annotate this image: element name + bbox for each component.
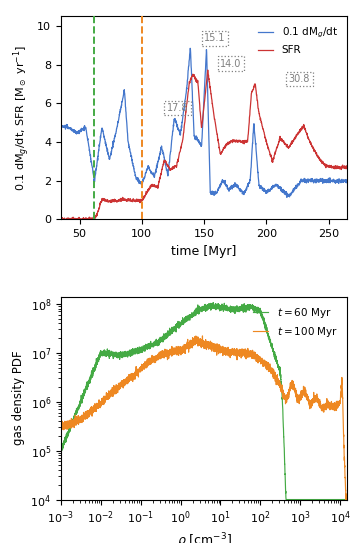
X-axis label: $\rho$ [cm$^{-3}$]: $\rho$ [cm$^{-3}$]: [176, 532, 232, 543]
SFR: [81, 216, 85, 222]
SFR: [60, 216, 64, 223]
0.1 dM$_g$/dt: [186, 67, 190, 73]
0.1 dM$_g$/dt: [81, 127, 85, 133]
0.1 dM$_g$/dt: [188, 45, 192, 52]
$t = 60$ Myr: [284, 496, 288, 503]
Y-axis label: gas density PDF: gas density PDF: [12, 351, 25, 445]
Text: 14.0: 14.0: [220, 59, 242, 68]
$t = 100$ Myr: [179, 344, 183, 351]
$t = 100$ Myr: [344, 499, 349, 506]
SFR: [205, 67, 210, 73]
Legend: 0.1 dM$_g$/dt, SFR: 0.1 dM$_g$/dt, SFR: [253, 22, 342, 59]
$t = 100$ Myr: [345, 497, 349, 504]
$t = 100$ Myr: [195, 339, 199, 345]
Text: 15.1: 15.1: [204, 33, 226, 43]
Line: 0.1 dM$_g$/dt: 0.1 dM$_g$/dt: [61, 48, 347, 197]
SFR: [345, 165, 349, 172]
X-axis label: time [Myr]: time [Myr]: [171, 245, 237, 257]
$t = 100$ Myr: [200, 333, 204, 339]
$t = 100$ Myr: [181, 347, 185, 353]
$t = 100$ Myr: [337, 401, 341, 407]
SFR: [222, 145, 226, 151]
0.1 dM$_g$/dt: [180, 117, 184, 124]
$t = 60$ Myr: [322, 496, 326, 503]
0.1 dM$_g$/dt: [92, 178, 97, 185]
Text: 17.8: 17.8: [167, 103, 188, 113]
Text: 30.8: 30.8: [289, 74, 310, 84]
SFR: [180, 137, 185, 143]
0.1 dM$_g$/dt: [59, 123, 63, 129]
$t = 60$ Myr: [179, 321, 183, 327]
Legend: $t = 60$ Myr, $t = 100$ Myr: $t = 60$ Myr, $t = 100$ Myr: [248, 302, 342, 343]
$t = 100$ Myr: [267, 364, 271, 370]
Line: SFR: SFR: [61, 70, 347, 219]
$t = 100$ Myr: [322, 404, 326, 411]
Line: $t = 60$ Myr: $t = 60$ Myr: [61, 302, 347, 500]
Line: $t = 100$ Myr: $t = 100$ Myr: [61, 336, 347, 502]
0.1 dM$_g$/dt: [222, 179, 226, 186]
Y-axis label: 0.1 dM$_g$/dt, SFR [M$_\odot$ yr$^{-1}$]: 0.1 dM$_g$/dt, SFR [M$_\odot$ yr$^{-1}$]: [11, 45, 32, 191]
SFR: [93, 216, 97, 222]
0.1 dM$_g$/dt: [345, 177, 349, 184]
$t = 60$ Myr: [181, 319, 185, 325]
SFR: [187, 87, 191, 94]
$t = 60$ Myr: [337, 496, 341, 503]
0.1 dM$_g$/dt: [192, 120, 196, 127]
0.1 dM$_g$/dt: [285, 194, 289, 200]
$t = 60$ Myr: [195, 310, 199, 317]
$t = 60$ Myr: [267, 334, 271, 341]
SFR: [59, 216, 63, 222]
$t = 60$ Myr: [345, 496, 349, 503]
$t = 100$ Myr: [59, 425, 63, 431]
$t = 60$ Myr: [59, 446, 63, 453]
SFR: [192, 73, 196, 80]
$t = 60$ Myr: [211, 299, 216, 306]
